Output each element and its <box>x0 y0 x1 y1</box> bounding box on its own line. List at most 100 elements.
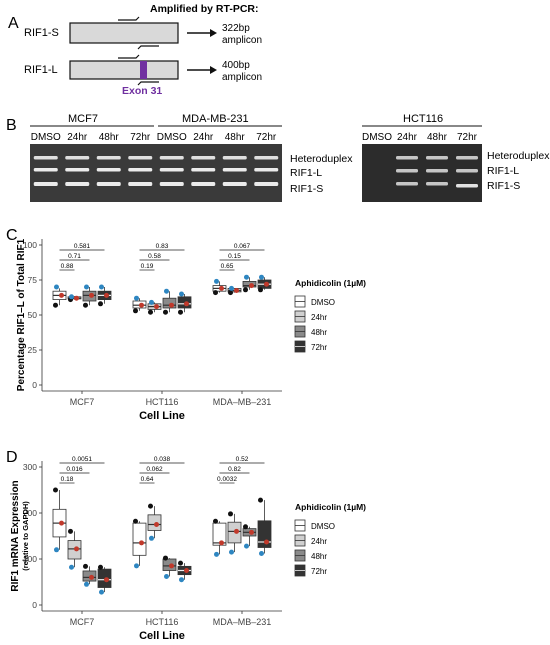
rif1-l-transcript <box>69 60 179 80</box>
data-point <box>258 497 263 503</box>
gel-band <box>254 156 279 160</box>
box-body <box>162 297 177 309</box>
arrow-head-icon <box>210 66 217 74</box>
exon-31-segment <box>140 61 147 79</box>
lane-label: 72hr <box>457 132 478 143</box>
x-axis-title: Cell Line <box>139 630 185 642</box>
gel-band <box>222 156 247 160</box>
data-point <box>89 574 94 580</box>
gel-band <box>191 168 216 172</box>
gel-band <box>426 182 448 186</box>
data-point <box>264 281 269 287</box>
gel-band <box>96 156 121 160</box>
y-tick-label: 200 <box>23 508 37 518</box>
gel-band <box>396 169 418 173</box>
data-point <box>54 284 59 290</box>
p-value-label: 0.0051 <box>72 456 92 463</box>
data-point <box>244 274 249 280</box>
lane-label: DMSO <box>362 132 392 143</box>
group-label-hct116: HCT116 <box>403 113 443 125</box>
gel-band <box>128 168 153 172</box>
gel-band <box>222 168 247 172</box>
data-point <box>84 284 89 290</box>
gel-right <box>362 144 482 202</box>
band-label-rif1-s: RIF1-S <box>487 180 520 192</box>
arrow-head-icon <box>210 29 217 37</box>
data-point <box>164 573 169 579</box>
legend-label: 24hr <box>311 313 327 322</box>
data-point <box>59 520 64 526</box>
panel-b: B MCF7 MDA-MB-231 HCT116 DMSO 24hr 48hr 72h… <box>6 113 550 202</box>
band-label-heteroduplex: Heteroduplex <box>290 153 353 165</box>
lane-label: 24hr <box>397 132 418 143</box>
data-point <box>213 518 218 524</box>
data-point <box>178 309 183 315</box>
gel-band <box>128 182 153 186</box>
gel-band <box>191 156 216 160</box>
p-value-label: 0.19 <box>141 263 154 270</box>
data-point <box>148 503 153 509</box>
group-label-mda: MDA-MB-231 <box>182 113 249 125</box>
y-tick-label: 25 <box>28 345 38 355</box>
data-point <box>133 518 138 524</box>
data-point <box>148 309 153 315</box>
data-point <box>104 292 109 298</box>
data-point <box>229 549 234 555</box>
lane-label: 48hr <box>225 132 246 143</box>
x-axis-title: Cell Line <box>139 410 185 422</box>
p-value-label: 0.52 <box>236 456 249 463</box>
p-value-label: 0.18 <box>61 476 74 483</box>
short-amplicon-line1: 322bp <box>222 23 250 34</box>
y-tick-label: 0 <box>32 600 37 610</box>
data-point <box>243 524 248 530</box>
exon-31-label: Exon 31 <box>122 85 162 97</box>
gel-band <box>159 168 184 172</box>
data-point <box>243 287 248 293</box>
data-point <box>164 288 169 294</box>
panel-c-letter: C <box>6 227 18 244</box>
p-value-label: 0.88 <box>61 263 74 270</box>
data-point <box>184 301 189 307</box>
p-value-label: 0.067 <box>234 243 251 250</box>
data-point <box>249 529 254 535</box>
data-point <box>184 568 189 573</box>
data-point <box>53 487 58 493</box>
data-point <box>89 292 94 298</box>
data-point <box>163 309 168 315</box>
y-tick-label: 0 <box>32 380 37 390</box>
gel-band <box>396 156 418 160</box>
p-value-label: 0.581 <box>74 243 91 250</box>
legend-title: Aphidicolin (1µM) <box>295 278 366 288</box>
gel-left <box>30 144 282 202</box>
x-tick-label: MCF7 <box>70 397 95 407</box>
reverse-primer-arrow <box>137 45 159 50</box>
x-tick-label: MCF7 <box>70 617 95 627</box>
p-value-label: 0.71 <box>68 253 81 260</box>
p-value-label: 0.016 <box>66 466 83 473</box>
data-point <box>134 295 139 301</box>
legend-label: DMSO <box>311 522 335 531</box>
short-amplicon-line2: amplicon <box>222 35 262 46</box>
legend-label: 48hr <box>311 328 327 337</box>
gel-band <box>426 156 448 160</box>
data-point <box>83 302 88 308</box>
p-value-label: 0.038 <box>154 456 171 463</box>
gel-band <box>456 156 478 160</box>
data-point <box>139 540 144 546</box>
data-point <box>258 287 263 293</box>
data-point <box>59 292 64 298</box>
lane-label: 72hr <box>130 132 151 143</box>
data-point <box>234 528 239 534</box>
data-point <box>264 539 269 545</box>
data-point <box>179 577 184 583</box>
data-point <box>213 290 218 296</box>
lane-label: DMSO <box>157 132 187 143</box>
data-point <box>259 274 264 280</box>
y-tick-label: 100 <box>23 554 37 564</box>
data-point <box>179 291 184 297</box>
lane-label: 48hr <box>427 132 448 143</box>
p-value-label: 0.0032 <box>217 476 237 483</box>
band-label-heteroduplex: Heteroduplex <box>487 150 550 162</box>
data-point <box>178 560 183 566</box>
